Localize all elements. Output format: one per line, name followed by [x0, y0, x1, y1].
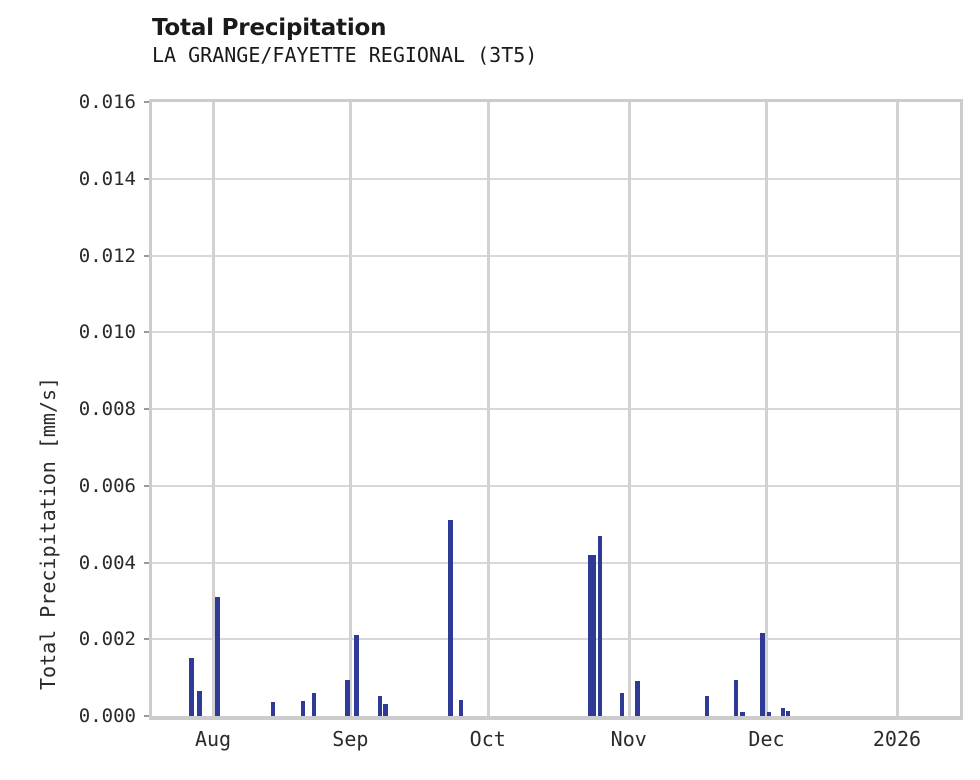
gridline-vertical: [627, 102, 631, 716]
gridline-horizontal: [152, 561, 960, 564]
bar: [271, 701, 276, 716]
chart-header: Total Precipitation LA GRANGE/FAYETTE RE…: [152, 14, 952, 68]
bar: [635, 681, 641, 716]
bar: [760, 632, 766, 716]
plot-border-top: [152, 99, 960, 102]
x-axis-tick-label: Aug: [194, 727, 232, 751]
x-axis-tick-label: Sep: [332, 727, 369, 751]
bar: [214, 597, 220, 716]
plot-area: [149, 99, 963, 720]
x-axis-tick-label: 2026: [872, 727, 922, 751]
y-axis-tick-mark: [144, 101, 151, 103]
y-axis-tick-label: 0.002: [78, 628, 136, 651]
bar: [312, 692, 317, 716]
y-axis-tick-label: 0.006: [78, 474, 136, 497]
bar: [734, 680, 739, 716]
y-axis-tick-mark: [144, 331, 151, 334]
bar: [740, 712, 746, 716]
bar: [588, 554, 597, 716]
y-axis-tick-mark: [144, 408, 151, 410]
gridline-horizontal: [152, 254, 960, 257]
gridline-vertical: [212, 102, 215, 716]
bar: [447, 520, 453, 716]
bar: [378, 696, 383, 716]
bar: [781, 707, 786, 716]
x-axis-tick-label: Dec: [748, 727, 785, 751]
y-axis-tick-mark: [144, 715, 151, 717]
y-axis-tick-mark: [144, 638, 151, 641]
y-axis-tick-label: 0.010: [78, 321, 136, 344]
y-axis-tick-mark: [144, 561, 151, 564]
gridline-vertical: [349, 102, 353, 716]
y-axis-tick-label: 0.000: [78, 705, 136, 727]
bar: [383, 703, 388, 716]
bar: [620, 692, 625, 716]
y-axis-tick-mark: [144, 254, 151, 257]
y-axis-tick-label: 0.012: [78, 244, 136, 267]
y-axis-tick-label: 0.008: [78, 398, 136, 420]
gridline-vertical: [895, 102, 899, 716]
gridline-horizontal: [152, 177, 960, 180]
gridline-vertical: [486, 102, 490, 716]
y-axis-tick-mark: [144, 177, 151, 180]
x-axis-tick-label: Oct: [469, 727, 506, 751]
x-axis-tick-label: Nov: [610, 727, 647, 751]
bar: [459, 699, 464, 716]
y-axis-tick-label: 0.004: [78, 551, 136, 574]
bar: [767, 712, 772, 716]
bar: [188, 658, 194, 716]
y-axis-tick-label: 0.016: [78, 91, 136, 113]
gridline-horizontal: [152, 408, 960, 410]
plot-border-bottom: [152, 716, 960, 720]
gridline-horizontal: [152, 638, 960, 641]
y-axis-tick-label: 0.014: [78, 167, 136, 190]
bar: [301, 700, 306, 716]
bar: [597, 535, 602, 716]
bar: [353, 635, 359, 716]
gridline-horizontal: [152, 484, 960, 487]
bar: [196, 691, 202, 716]
plot-border-right: [960, 99, 963, 720]
chart-subtitle: LA GRANGE/FAYETTE REGIONAL (3T5): [152, 43, 538, 67]
bar: [705, 695, 710, 716]
page-title: Total Precipitation: [152, 15, 387, 41]
bar: [345, 680, 351, 716]
y-axis-label-container: Total Precipitation [mm/s]: [0, 0, 60, 780]
plot-border-left: [149, 99, 152, 720]
gridline-vertical: [765, 102, 769, 716]
y-axis-tick-mark: [144, 484, 151, 487]
gridline-horizontal: [152, 331, 960, 334]
bar: [785, 711, 790, 716]
